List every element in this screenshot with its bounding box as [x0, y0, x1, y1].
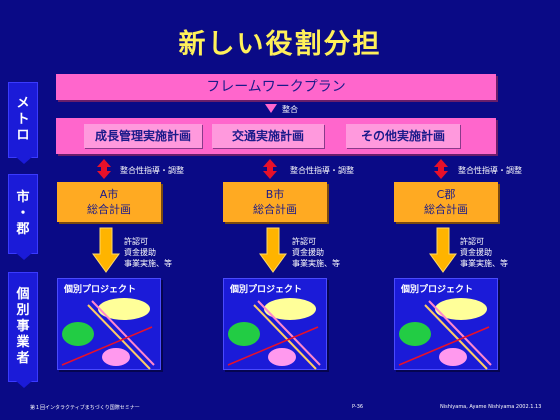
- note-implementation: 事業実施、等: [124, 259, 172, 268]
- other-plan: その他実施計画: [346, 124, 460, 148]
- project-label: 個別プロジェクト: [401, 285, 474, 295]
- double-arrow-icon-a: [97, 159, 111, 179]
- down-arrow-icon-b: [259, 227, 287, 273]
- page-title: 新しい役割分担: [178, 29, 382, 60]
- project-box-a: 個別プロジェクト: [57, 278, 161, 370]
- municipal-name: B市: [265, 188, 285, 201]
- side-label-char: 者: [16, 351, 30, 366]
- side-label-metro: メ ト ロ: [8, 82, 38, 164]
- side-label-city: 市 ・ 郡: [8, 174, 38, 260]
- project-illustration: [398, 298, 492, 370]
- guidance-label-a: 整合性指導・調整: [120, 166, 184, 175]
- footer-credit: Nishiyama, Ayame Nishiyama 2002.1.13: [440, 404, 542, 410]
- municipal-plan-label: 総合計画: [87, 203, 131, 216]
- side-label-individual: 個 別 事 業 者: [8, 272, 38, 388]
- footer-seminar: 第１回インタラクティブまちづくり国際セミナー: [30, 405, 140, 411]
- side-label-char: ・: [16, 206, 30, 221]
- side-label-char: 別: [16, 303, 30, 318]
- double-arrow-icon-c: [434, 159, 448, 179]
- transport-plan: 交通実施計画: [212, 124, 324, 148]
- footer-page-number: P-36: [352, 404, 364, 410]
- framework-plan-box: フレームワークプラン: [56, 74, 496, 100]
- support-notes-b: 許認可 資金援助 事業実施、等: [292, 236, 340, 269]
- side-label-char: 郡: [16, 222, 30, 237]
- growth-management-plan: 成長管理実施計画: [84, 124, 202, 148]
- note-permits: 許認可: [460, 237, 484, 246]
- support-notes-a: 許認可 資金援助 事業実施、等: [124, 236, 172, 269]
- note-permits: 許認可: [124, 237, 148, 246]
- project-label: 個別プロジェクト: [230, 285, 303, 295]
- municipal-plan-b: B市 総合計画: [223, 182, 327, 222]
- municipal-plan-a: A市 総合計画: [57, 182, 161, 222]
- side-label-char: ト: [16, 112, 30, 127]
- consistency-arrow-icon: [265, 104, 277, 113]
- municipal-plan-c: C郡 総合計画: [394, 182, 498, 222]
- guidance-label-c: 整合性指導・調整: [458, 166, 522, 175]
- municipal-name: A市: [99, 188, 119, 201]
- side-label-char: 業: [16, 335, 30, 350]
- project-box-c: 個別プロジェクト: [394, 278, 498, 370]
- municipal-plan-label: 総合計画: [253, 203, 297, 216]
- guidance-label-b: 整合性指導・調整: [290, 166, 354, 175]
- side-label-char: 事: [16, 319, 30, 334]
- side-label-char: メ: [16, 96, 30, 111]
- support-notes-c: 許認可 資金援助 事業実施、等: [460, 236, 508, 269]
- side-label-char: 市: [16, 190, 30, 205]
- project-illustration: [227, 298, 321, 370]
- project-illustration: [61, 298, 155, 370]
- municipal-name: C郡: [436, 188, 456, 201]
- side-label-char: ロ: [16, 128, 30, 143]
- note-funding: 資金援助: [124, 248, 156, 257]
- project-box-b: 個別プロジェクト: [223, 278, 327, 370]
- double-arrow-icon-b: [263, 159, 277, 179]
- down-arrow-icon-a: [92, 227, 120, 273]
- note-implementation: 事業実施、等: [460, 259, 508, 268]
- note-funding: 資金援助: [292, 248, 324, 257]
- note-permits: 許認可: [292, 237, 316, 246]
- consistency-label: 整合: [282, 105, 298, 114]
- side-label-char: 個: [16, 287, 30, 302]
- note-implementation: 事業実施、等: [292, 259, 340, 268]
- down-arrow-icon-c: [429, 227, 457, 273]
- note-funding: 資金援助: [460, 248, 492, 257]
- municipal-plan-label: 総合計画: [424, 203, 468, 216]
- project-label: 個別プロジェクト: [64, 285, 137, 295]
